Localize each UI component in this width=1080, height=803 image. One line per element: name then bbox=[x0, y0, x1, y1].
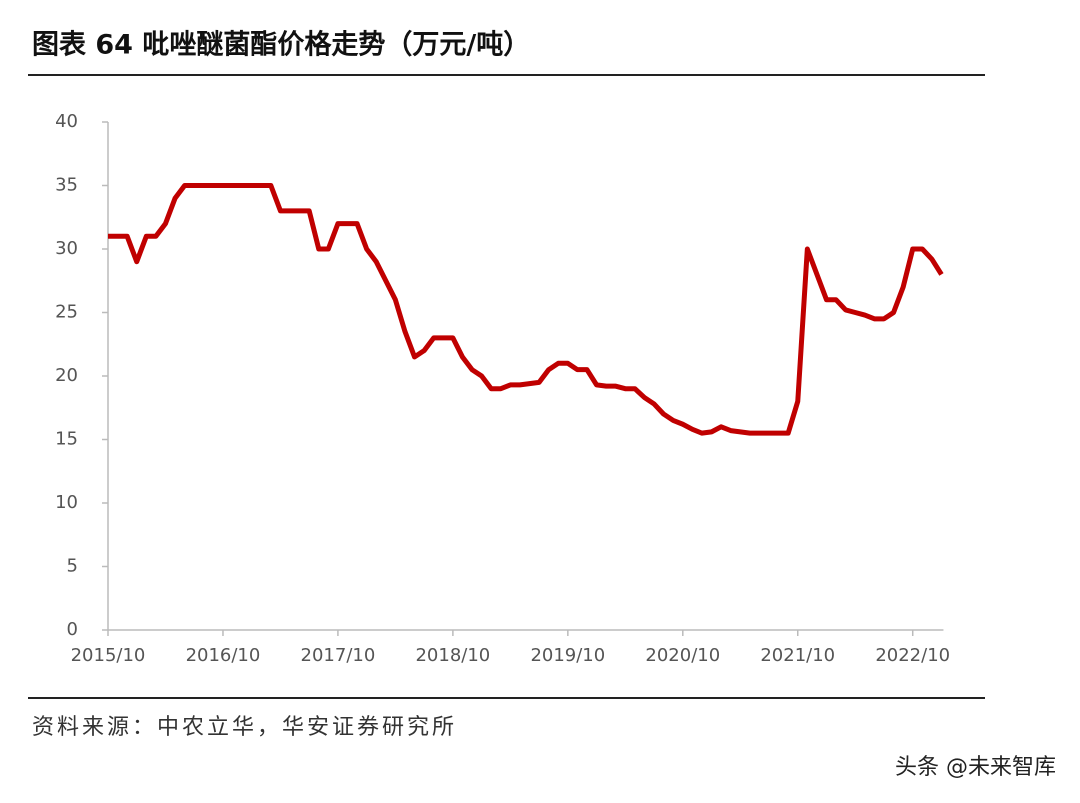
y-tick-label: 20 bbox=[55, 365, 78, 386]
x-tick-label: 2016/10 bbox=[186, 645, 261, 666]
y-tick-label: 35 bbox=[55, 175, 78, 196]
chart-title: 图表 64 吡唑醚菌酯价格走势（万元/吨） bbox=[32, 30, 530, 61]
plot: 0 5 10 15 20 25 30 35 40 2015/10 2016/10 2017/10 201… bbox=[55, 111, 950, 666]
x-tick-label: 2017/10 bbox=[301, 645, 376, 666]
y-tick-label: 0 bbox=[67, 619, 78, 640]
x-tick-label: 2022/10 bbox=[875, 645, 950, 666]
y-tick-label: 15 bbox=[55, 429, 78, 450]
x-tick-label: 2020/10 bbox=[645, 645, 720, 666]
y-tick-label: 10 bbox=[55, 492, 78, 513]
price-line bbox=[108, 183, 944, 436]
source-note: 资料来源：中农立华，华安证券研究所 bbox=[32, 715, 457, 740]
y-tick-label: 5 bbox=[67, 556, 78, 577]
y-tick-label: 25 bbox=[55, 302, 78, 323]
y-tick-label: 30 bbox=[55, 238, 78, 259]
x-tick-label: 2021/10 bbox=[760, 645, 835, 666]
y-tick-label: 40 bbox=[55, 111, 78, 132]
x-tick-label: 2019/10 bbox=[530, 645, 605, 666]
watermark: 头条 @未来智库 bbox=[895, 755, 1056, 780]
x-tick-label: 2018/10 bbox=[415, 645, 490, 666]
x-tick-label: 2015/10 bbox=[71, 645, 146, 666]
